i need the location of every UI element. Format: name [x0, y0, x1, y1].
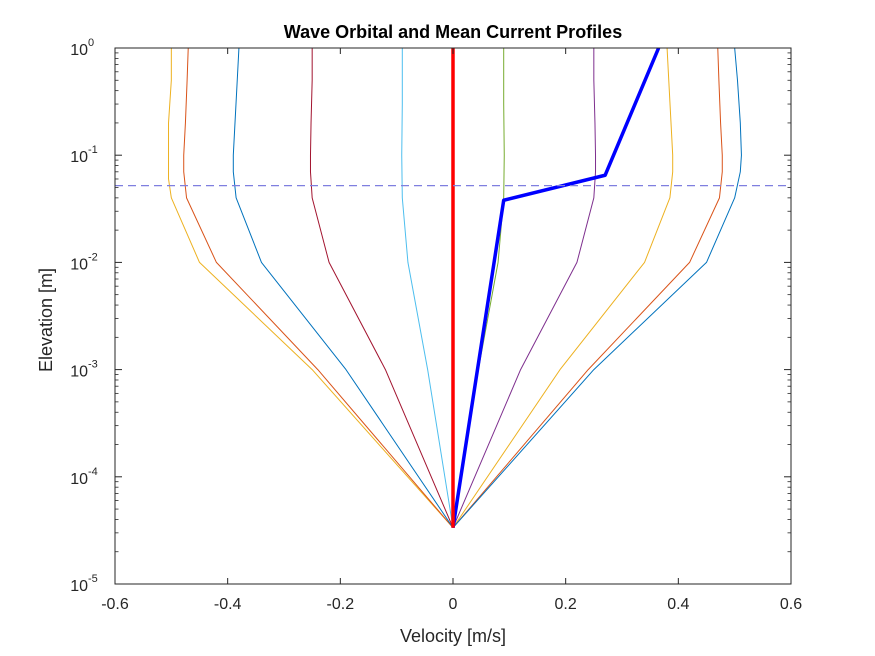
x-tick-label: -0.4 [214, 596, 242, 613]
series-line-10 [452, 48, 742, 529]
chart-title: Wave Orbital and Mean Current Profiles [284, 22, 622, 42]
series-line-8 [452, 48, 674, 529]
y-tick-label: 10 [70, 471, 88, 488]
y-axis-label: Elevation [m] [36, 268, 56, 372]
y-tick-exponent: -3 [88, 359, 98, 371]
x-tick-label: 0.4 [667, 596, 689, 613]
series-line-5 [401, 48, 454, 528]
y-tick-label: 10 [70, 578, 88, 595]
series-line-2 [183, 48, 454, 529]
x-tick-label: 0 [449, 596, 458, 613]
series-line-9 [452, 48, 723, 529]
y-tick-exponent: -4 [88, 466, 98, 478]
y-tick-exponent: -1 [88, 144, 98, 156]
x-tick-label: 0.2 [555, 596, 577, 613]
x-axis-label: Velocity [m/s] [400, 626, 506, 646]
series-line-1 [168, 48, 454, 529]
series-line-4 [309, 48, 454, 528]
y-tick-label: 10 [70, 364, 88, 381]
series-line-7 [452, 48, 597, 528]
series-line-3 [232, 48, 454, 529]
y-tick-label: 10 [70, 256, 88, 273]
y-tick-exponent: -2 [88, 251, 98, 263]
y-tick-exponent: 0 [88, 37, 94, 49]
y-tick-label: 10 [70, 42, 88, 59]
x-tick-label: -0.6 [101, 596, 129, 613]
plot-lines [115, 48, 791, 529]
series-line-11 [451, 48, 661, 528]
x-tick-label: -0.2 [327, 596, 355, 613]
y-tick-label: 10 [70, 149, 88, 166]
y-tick-exponent: -5 [88, 573, 98, 585]
x-tick-label: 0.6 [780, 596, 802, 613]
